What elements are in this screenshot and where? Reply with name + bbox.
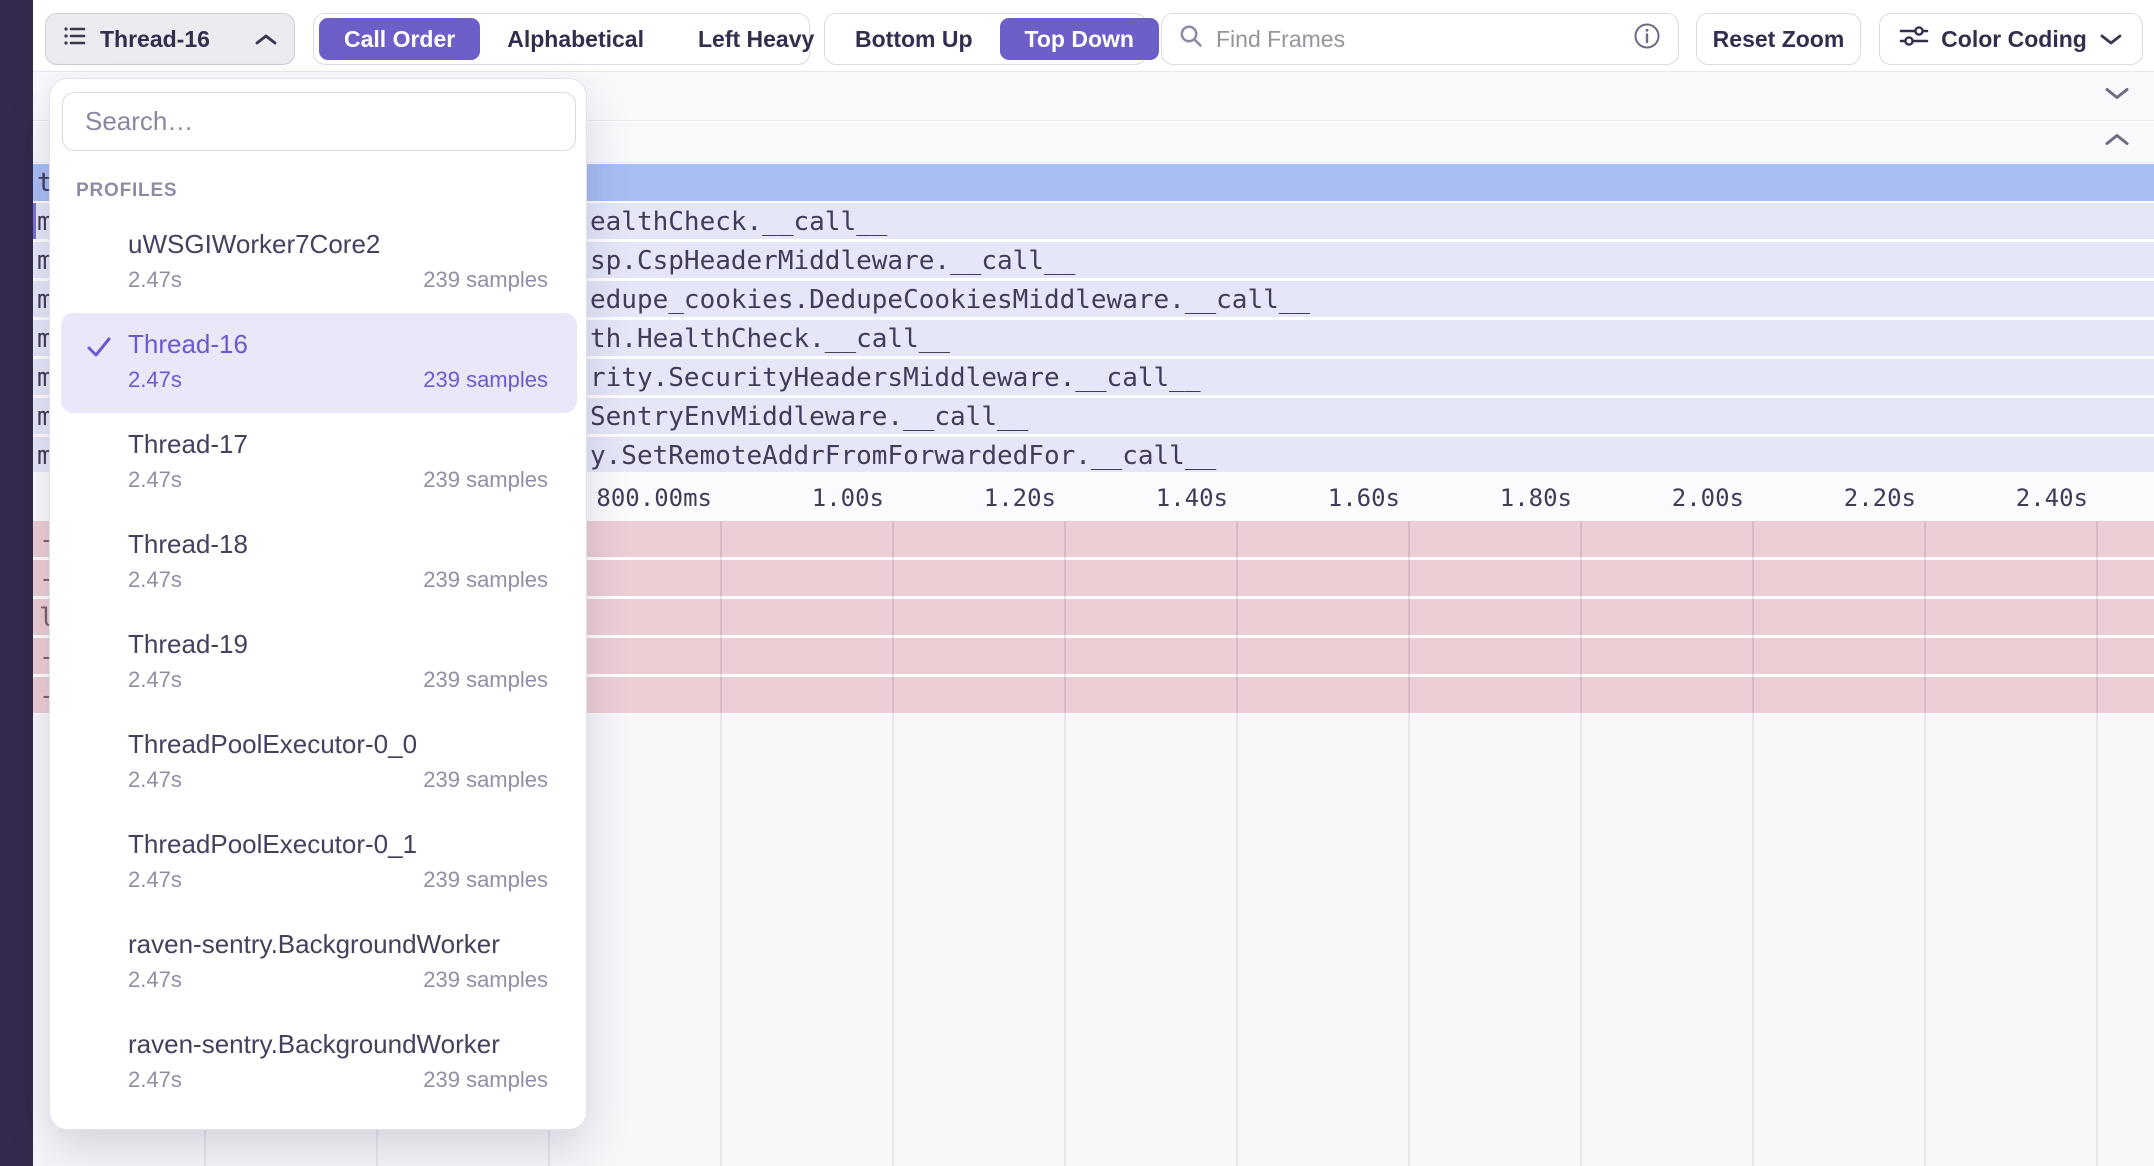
- profile-duration: 2.47s: [128, 367, 182, 393]
- checkmark-icon: [85, 333, 113, 366]
- direction-option-bottom-up[interactable]: Bottom Up: [830, 18, 998, 60]
- axis-tick-label: 1.00s: [734, 484, 884, 512]
- axis-tick-label: 2.40s: [1938, 484, 2088, 512]
- axis-tick-label: 1.80s: [1422, 484, 1572, 512]
- profile-duration: 2.47s: [128, 467, 182, 493]
- frame-text: SentryEnvMiddleware.__call__: [590, 402, 1028, 432]
- profile-item[interactable]: Thread-19 2.47s 239 samples: [61, 613, 577, 713]
- profile-item[interactable]: Thread-17 2.47s 239 samples: [61, 413, 577, 513]
- profile-samples: 239 samples: [423, 867, 548, 893]
- toolbar: Thread-16 Call Order Alphabetical Left H…: [33, 0, 2154, 72]
- reset-zoom-label: Reset Zoom: [1713, 26, 1845, 53]
- dropdown-section-label: PROFILES: [76, 180, 177, 202]
- frame-text: ealthCheck.__call__: [590, 207, 887, 237]
- chevron-down-icon[interactable]: [2102, 85, 2132, 108]
- profile-name: Thread-18: [128, 529, 248, 560]
- find-frames-input[interactable]: [1216, 26, 1620, 53]
- thread-selector-button[interactable]: Thread-16: [45, 13, 295, 65]
- profile-name: Thread-19: [128, 629, 248, 660]
- profile-samples: 239 samples: [423, 567, 548, 593]
- axis-tick-label: 2.00s: [1594, 484, 1744, 512]
- profile-item[interactable]: ThreadPoolExecutor-0_1 2.47s 239 samples: [61, 813, 577, 913]
- direction-option-top-down[interactable]: Top Down: [1000, 18, 1159, 60]
- axis-tick-label: 1.20s: [906, 484, 1056, 512]
- find-frames-searchbox: [1161, 13, 1679, 65]
- chevron-up-icon[interactable]: [2102, 131, 2132, 154]
- frame-left-boundary: [33, 203, 36, 239]
- profile-item[interactable]: uWSGIWorker7Core2 2.47s 239 samples: [61, 213, 577, 313]
- profile-item[interactable]: Thread-18 2.47s 239 samples: [61, 513, 577, 613]
- color-coding-label: Color Coding: [1941, 26, 2087, 53]
- sort-segmented-control: Call Order Alphabetical Left Heavy: [313, 13, 810, 65]
- profile-name: raven-sentry.BackgroundWorker: [128, 1029, 500, 1060]
- frame-text: sp.CspHeaderMiddleware.__call__: [590, 246, 1075, 276]
- thread-list-icon: [62, 23, 88, 55]
- profile-duration: 2.47s: [128, 1067, 182, 1093]
- profile-name: uWSGIWorker7Core2: [128, 229, 380, 260]
- profile-name: ThreadPoolExecutor-0_0: [128, 729, 417, 760]
- dropdown-search-input[interactable]: [62, 92, 576, 151]
- left-dark-rail: [0, 0, 33, 1166]
- profile-samples: 239 samples: [423, 967, 548, 993]
- profile-samples: 239 samples: [423, 467, 548, 493]
- thread-selector-label: Thread-16: [100, 26, 242, 53]
- frame-text: edupe_cookies.DedupeCookiesMiddleware.__…: [590, 285, 1310, 315]
- profile-samples: 239 samples: [423, 267, 548, 293]
- axis-tick-label: 2.20s: [1766, 484, 1916, 512]
- profile-duration: 2.47s: [128, 867, 182, 893]
- profile-name: Thread-17: [128, 429, 248, 460]
- profile-samples: 239 samples: [423, 767, 548, 793]
- profile-duration: 2.47s: [128, 767, 182, 793]
- profile-item[interactable]: raven-sentry.BackgroundWorker 2.47s 239 …: [61, 913, 577, 1013]
- info-icon[interactable]: [1632, 21, 1662, 57]
- profile-duration: 2.47s: [128, 567, 182, 593]
- profile-item-selected[interactable]: Thread-16 2.47s 239 samples: [61, 313, 577, 413]
- frame-text: rity.SecurityHeadersMiddleware.__call__: [590, 363, 1200, 393]
- direction-segmented-control: Bottom Up Top Down: [824, 13, 1147, 65]
- profile-samples: 239 samples: [423, 367, 548, 393]
- frame-text: th.HealthCheck.__call__: [590, 324, 950, 354]
- sort-option-alphabetical[interactable]: Alphabetical: [482, 18, 669, 60]
- axis-tick-label: 1.60s: [1250, 484, 1400, 512]
- profile-duration: 2.47s: [128, 267, 182, 293]
- profile-item[interactable]: raven-sentry.BackgroundWorker 2.47s 239 …: [61, 1013, 577, 1113]
- search-icon: [1178, 23, 1204, 55]
- profile-name: raven-sentry.BackgroundWorker: [128, 929, 500, 960]
- profile-duration: 2.47s: [128, 667, 182, 693]
- profile-duration: 2.47s: [128, 967, 182, 993]
- profile-name: Thread-16: [128, 329, 248, 360]
- chevron-down-icon: [2099, 26, 2123, 53]
- thread-dropdown-panel: PROFILES uWSGIWorker7Core2 2.47s 239 sam…: [49, 78, 587, 1130]
- profile-samples: 239 samples: [423, 1067, 548, 1093]
- color-coding-button[interactable]: Color Coding: [1879, 13, 2143, 65]
- axis-tick-label: 1.40s: [1078, 484, 1228, 512]
- sort-option-left-heavy[interactable]: Left Heavy: [673, 18, 839, 60]
- profile-samples: 239 samples: [423, 667, 548, 693]
- profile-item[interactable]: ThreadPoolExecutor-0_0 2.47s 239 samples: [61, 713, 577, 813]
- sliders-icon: [1899, 23, 1929, 55]
- sort-option-call-order[interactable]: Call Order: [319, 18, 480, 60]
- reset-zoom-button[interactable]: Reset Zoom: [1696, 13, 1861, 65]
- frame-text: y.SetRemoteAddrFromForwardedFor.__call__: [590, 441, 1216, 471]
- profile-name: ThreadPoolExecutor-0_1: [128, 829, 417, 860]
- chevron-up-icon: [254, 26, 278, 53]
